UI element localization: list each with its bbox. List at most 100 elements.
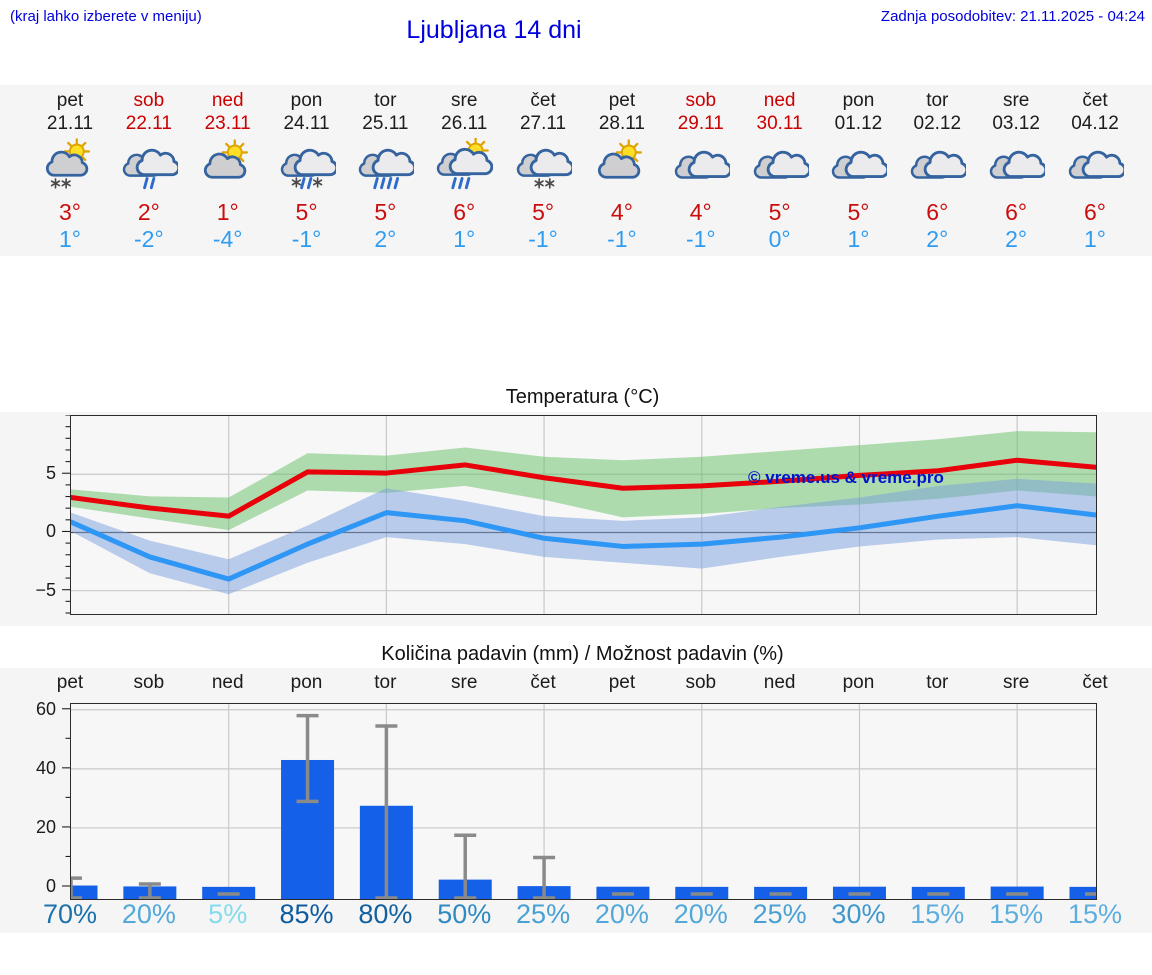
temperature-y-axis-ticks: [62, 415, 70, 614]
precip-day-label: pon: [842, 672, 875, 693]
day-date: 29.11: [677, 113, 724, 134]
sun-cloud-icon: [582, 138, 662, 197]
temp-max: 6°: [926, 199, 949, 225]
day-column: ned 23.11 1° -4°: [188, 85, 268, 253]
temp-min: 2°: [1005, 226, 1028, 252]
day-column: pon 01.12 5° 1°: [818, 85, 898, 253]
precipitation-probability: 30%: [831, 899, 886, 929]
precip-day-label: sob: [685, 672, 717, 693]
precipitation-probability: 25%: [752, 899, 807, 929]
forecast-strip: pet 21.11 3° 1° sob 22.11 2° -2° ned 23.11 1° -4° po…: [0, 85, 1152, 256]
cloudy-icon: [1055, 138, 1135, 197]
precip-day-label: tor: [374, 672, 397, 693]
day-date: 28.11: [598, 113, 645, 134]
cloudy-icon: [976, 138, 1056, 197]
day-name: čet: [1082, 90, 1108, 111]
precipitation-probability: 80%: [358, 899, 413, 929]
temp-min: 1°: [1084, 226, 1106, 252]
temp-min: 2°: [926, 226, 949, 252]
page-title: Ljubljana 14 dni: [406, 16, 582, 44]
precipitation-probability: 15%: [910, 899, 965, 929]
temp-min: -1°: [291, 226, 322, 252]
precipitation-probability: 15%: [1067, 899, 1123, 929]
day-name: ned: [211, 90, 244, 111]
day-column: pon 24.11 5° -1°: [267, 85, 347, 253]
cloud-rain-2-icon: [109, 138, 189, 197]
precipitation-chart-svg: [44, 704, 1123, 900]
temp-min: -1°: [528, 226, 558, 252]
day-column: sre 03.12 6° 2°: [976, 85, 1056, 253]
temp-max: 3°: [59, 199, 81, 225]
precipitation-probability: 20%: [594, 899, 649, 929]
day-column: sob 22.11 2° -2°: [109, 85, 189, 253]
cloudy-icon: [897, 138, 977, 197]
temperature-y-tick-label: 0: [45, 521, 56, 542]
day-date: 21.11: [46, 113, 94, 134]
precipitation-probability: 70%: [42, 899, 98, 929]
temp-min: 1°: [59, 226, 81, 252]
precipitation-chart: [44, 703, 1123, 900]
temp-max: 4°: [689, 199, 712, 225]
temp-max: 5°: [295, 199, 318, 225]
day-name: pet: [608, 90, 636, 111]
precipitation-y-tick-label: 60: [35, 698, 56, 719]
min-temperature-line: [68, 503, 1099, 582]
day-name: pet: [56, 90, 84, 111]
cloud-snow-icon: [503, 138, 583, 197]
day-name: sob: [685, 90, 717, 111]
cloudy-icon: [818, 138, 898, 197]
day-date: 04.12: [1071, 113, 1119, 134]
temp-max: 5°: [532, 199, 555, 225]
temp-max: 6°: [453, 199, 476, 225]
precipitation-y-axis-ticks: [62, 708, 70, 887]
precipitation-probability: 5%: [208, 899, 248, 929]
cloudy-icon: [740, 138, 820, 197]
temp-max: 6°: [1005, 199, 1028, 225]
temp-min: 2°: [374, 226, 397, 252]
temp-max: 6°: [1084, 199, 1106, 225]
temperature-y-tick-label: 5: [45, 463, 56, 484]
sun-cloud-snow-icon: [30, 138, 110, 197]
day-column: ned 30.11 5° 0°: [740, 85, 820, 253]
precipitation-y-tick-label: 40: [35, 757, 56, 778]
precipitation-probability: 25%: [516, 899, 571, 929]
precip-day-label: čet: [1082, 672, 1108, 693]
day-column: čet 04.12 6° 1°: [1055, 85, 1135, 253]
precip-day-label: ned: [211, 672, 244, 693]
day-date: 27.11: [519, 113, 567, 134]
sun-cloud-icon: [188, 138, 268, 197]
menu-hint-note: (kraj lahko izberete v meniju): [10, 8, 202, 25]
temp-min: -4°: [212, 226, 243, 252]
sun-cloud-rain-icon: [424, 138, 504, 197]
day-date: 02.12: [913, 113, 962, 134]
day-column: čet 27.11 5° -1°: [503, 85, 583, 253]
temp-max: 4°: [610, 199, 633, 225]
day-name: čet: [530, 90, 556, 111]
min-temperature-band: [71, 478, 1096, 595]
temp-min: 0°: [768, 226, 791, 252]
precip-day-label: pet: [56, 672, 84, 693]
day-date: 03.12: [992, 113, 1040, 134]
watermark: © vreme.us & vreme.pro: [748, 468, 944, 487]
temperature-chart-svg: [68, 416, 1099, 614]
day-name: sre: [1002, 90, 1030, 111]
day-date: 22.11: [125, 113, 172, 134]
precip-day-label: pon: [290, 672, 323, 693]
day-date: 24.11: [283, 113, 330, 134]
temp-min: 1°: [453, 226, 476, 252]
day-name: sob: [133, 90, 165, 111]
temp-min: -1°: [607, 226, 637, 252]
last-update-text: Zadnja posodobitev: 21.11.2025 - 04:24: [880, 8, 1145, 25]
precipitation-y-tick-label: 20: [35, 816, 56, 837]
temperature-chart-title: Temperatura (°C): [505, 386, 660, 408]
precip-day-label: čet: [530, 672, 556, 693]
temp-max: 5°: [847, 199, 870, 225]
day-date: 26.11: [441, 113, 488, 134]
precipitation-error-whisker: [296, 713, 319, 804]
day-column: pet 28.11 4° -1°: [582, 85, 662, 253]
temp-min: 1°: [847, 226, 870, 252]
precip-day-label: sre: [1002, 672, 1030, 693]
temp-max: 1°: [216, 199, 239, 225]
precipitation-error-whisker: [454, 833, 477, 900]
precipitation-chart-title: Količina padavin (mm) / Možnost padavin …: [381, 643, 784, 665]
